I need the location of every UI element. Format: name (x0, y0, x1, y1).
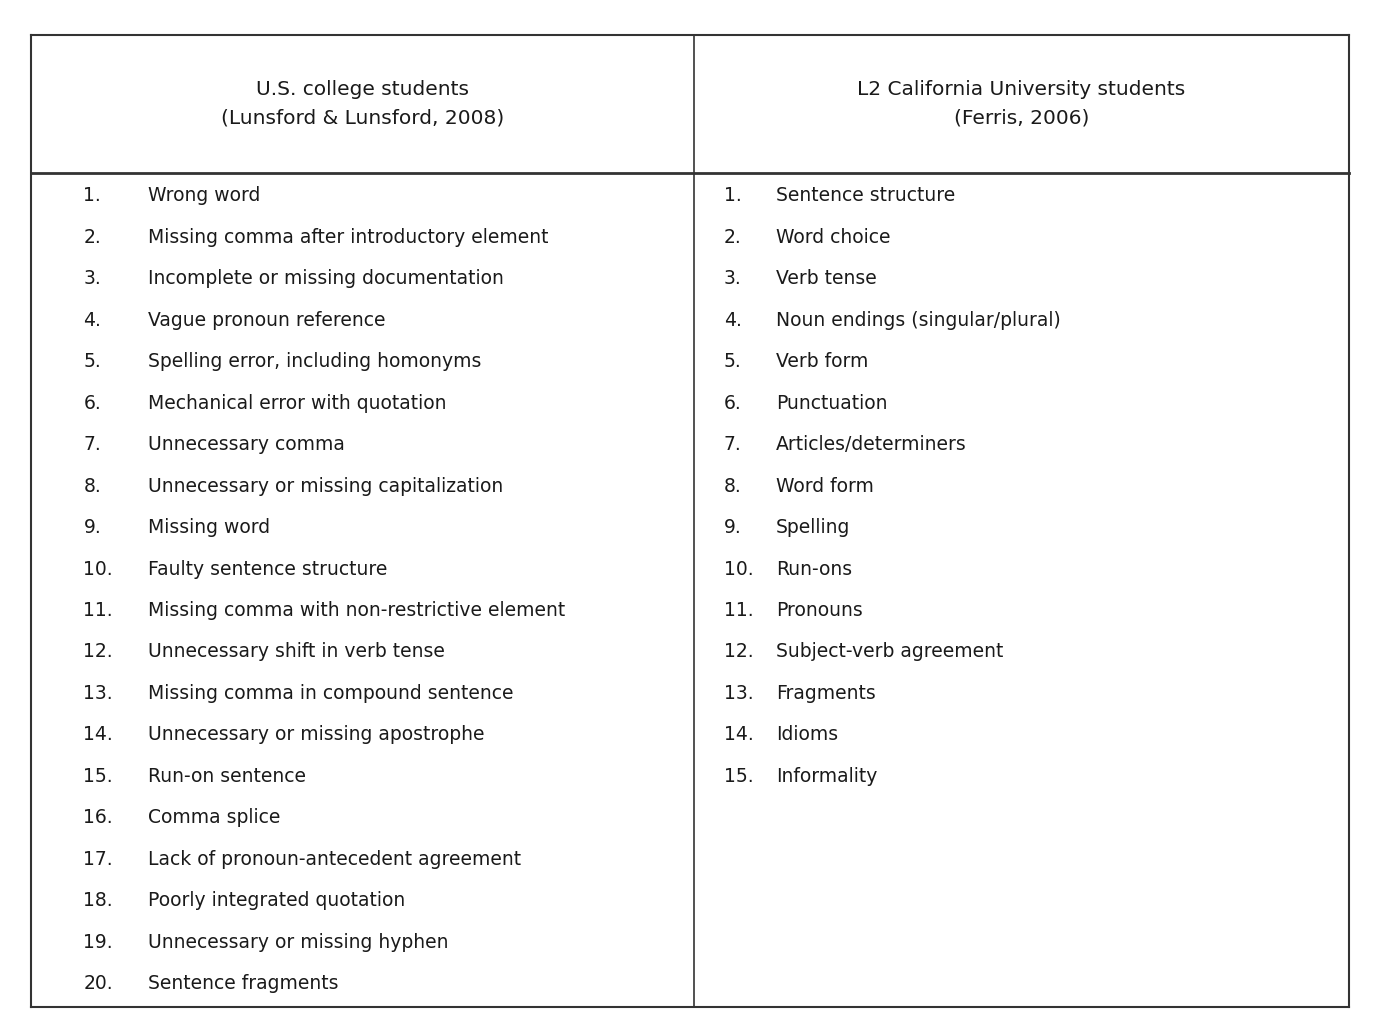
Text: Run-on sentence: Run-on sentence (147, 767, 305, 785)
Text: 7.: 7. (84, 436, 102, 454)
Text: 17.: 17. (84, 849, 113, 869)
Text: Incomplete or missing documentation: Incomplete or missing documentation (147, 269, 503, 288)
Text: 19.: 19. (84, 933, 113, 952)
Text: Missing comma in compound sentence: Missing comma in compound sentence (147, 684, 513, 703)
Text: 5.: 5. (84, 352, 102, 372)
Text: Spelling: Spelling (776, 518, 851, 537)
Text: Unnecessary or missing capitalization: Unnecessary or missing capitalization (147, 477, 503, 495)
Text: 1.: 1. (724, 187, 742, 205)
Text: 14.: 14. (84, 725, 113, 744)
Text: Mechanical error with quotation: Mechanical error with quotation (147, 393, 447, 413)
Text: 20.: 20. (84, 974, 113, 993)
Text: 3.: 3. (724, 269, 742, 288)
Text: Unnecessary or missing hyphen: Unnecessary or missing hyphen (147, 933, 448, 952)
Text: 14.: 14. (724, 725, 753, 744)
Text: Word form: Word form (776, 477, 874, 495)
Text: Wrong word: Wrong word (147, 187, 260, 205)
Text: 3.: 3. (84, 269, 102, 288)
Text: 2.: 2. (84, 228, 102, 247)
Text: Fragments: Fragments (776, 684, 875, 703)
Text: 12.: 12. (84, 642, 113, 662)
Text: 8.: 8. (84, 477, 102, 495)
Text: 1.: 1. (84, 187, 102, 205)
Text: 4.: 4. (724, 311, 742, 330)
Text: Unnecessary shift in verb tense: Unnecessary shift in verb tense (147, 642, 444, 662)
Text: Punctuation: Punctuation (776, 393, 888, 413)
Text: Idioms: Idioms (776, 725, 838, 744)
Text: 15.: 15. (724, 767, 753, 785)
Text: 6.: 6. (724, 393, 742, 413)
Text: Unnecessary or missing apostrophe: Unnecessary or missing apostrophe (147, 725, 484, 744)
Text: Spelling error, including homonyms: Spelling error, including homonyms (147, 352, 481, 372)
Text: 6.: 6. (84, 393, 102, 413)
Text: Informality: Informality (776, 767, 877, 785)
Text: 2.: 2. (724, 228, 742, 247)
Text: 9.: 9. (724, 518, 742, 537)
Text: Word choice: Word choice (776, 228, 890, 247)
Text: Verb form: Verb form (776, 352, 868, 372)
Text: 13.: 13. (724, 684, 753, 703)
Text: Run-ons: Run-ons (776, 559, 852, 579)
Text: Unnecessary comma: Unnecessary comma (147, 436, 345, 454)
Text: Verb tense: Verb tense (776, 269, 877, 288)
Text: 11.: 11. (724, 601, 753, 620)
Text: Sentence fragments: Sentence fragments (147, 974, 338, 993)
Text: 8.: 8. (724, 477, 742, 495)
Text: Missing word: Missing word (147, 518, 269, 537)
Text: 5.: 5. (724, 352, 742, 372)
Text: 7.: 7. (724, 436, 742, 454)
Text: Missing comma with non-restrictive element: Missing comma with non-restrictive eleme… (147, 601, 565, 620)
Text: 16.: 16. (84, 808, 113, 828)
Text: 9.: 9. (84, 518, 102, 537)
Text: 13.: 13. (84, 684, 113, 703)
Text: 18.: 18. (84, 892, 113, 910)
Text: 4.: 4. (84, 311, 102, 330)
Text: Noun endings (singular/plural): Noun endings (singular/plural) (776, 311, 1061, 330)
Text: Missing comma after introductory element: Missing comma after introductory element (147, 228, 548, 247)
Text: Faulty sentence structure: Faulty sentence structure (147, 559, 387, 579)
Text: Poorly integrated quotation: Poorly integrated quotation (147, 892, 405, 910)
Text: 10.: 10. (84, 559, 113, 579)
Text: U.S. college students
(Lunsford & Lunsford, 2008): U.S. college students (Lunsford & Lunsfo… (221, 80, 504, 128)
Text: 10.: 10. (724, 559, 753, 579)
Text: 12.: 12. (724, 642, 753, 662)
Text: 15.: 15. (84, 767, 113, 785)
Text: 11.: 11. (84, 601, 113, 620)
Text: Subject-verb agreement: Subject-verb agreement (776, 642, 1003, 662)
Text: Vague pronoun reference: Vague pronoun reference (147, 311, 385, 330)
Text: Lack of pronoun-antecedent agreement: Lack of pronoun-antecedent agreement (147, 849, 521, 869)
Text: Pronouns: Pronouns (776, 601, 863, 620)
Text: Articles/determiners: Articles/determiners (776, 436, 966, 454)
Text: Comma splice: Comma splice (147, 808, 280, 828)
Text: Sentence structure: Sentence structure (776, 187, 955, 205)
Text: L2 California University students
(Ferris, 2006): L2 California University students (Ferri… (857, 80, 1186, 128)
